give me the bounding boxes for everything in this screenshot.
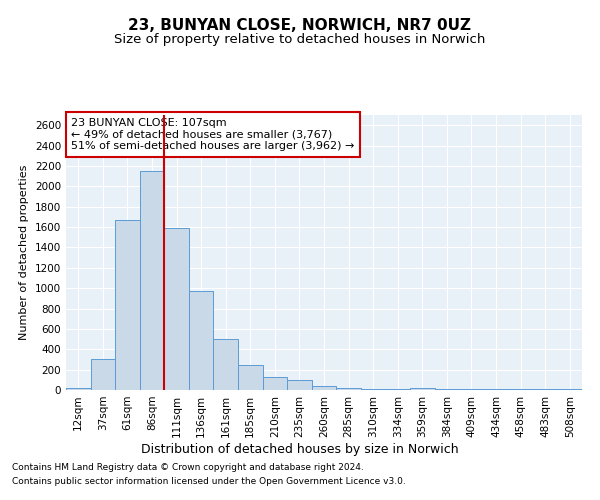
Bar xyxy=(410,388,434,390)
Bar xyxy=(164,228,189,390)
Text: Contains HM Land Registry data © Crown copyright and database right 2024.: Contains HM Land Registry data © Crown c… xyxy=(12,464,364,472)
Text: 23 BUNYAN CLOSE: 107sqm
← 49% of detached houses are smaller (3,767)
51% of semi: 23 BUNYAN CLOSE: 107sqm ← 49% of detache… xyxy=(71,118,355,151)
Bar xyxy=(361,389,385,390)
Bar xyxy=(66,388,91,390)
Bar xyxy=(238,365,263,390)
Text: 23, BUNYAN CLOSE, NORWICH, NR7 0UZ: 23, BUNYAN CLOSE, NORWICH, NR7 0UZ xyxy=(128,18,472,32)
Bar xyxy=(91,360,115,390)
Bar xyxy=(140,171,164,390)
Text: Size of property relative to detached houses in Norwich: Size of property relative to detached ho… xyxy=(115,32,485,46)
Bar xyxy=(263,378,287,390)
Bar xyxy=(115,220,140,390)
Bar xyxy=(214,339,238,390)
Bar xyxy=(459,389,484,390)
Bar xyxy=(312,386,336,390)
Bar xyxy=(189,291,214,390)
Y-axis label: Number of detached properties: Number of detached properties xyxy=(19,165,29,340)
Text: Distribution of detached houses by size in Norwich: Distribution of detached houses by size … xyxy=(141,442,459,456)
Bar xyxy=(287,380,312,390)
Text: Contains public sector information licensed under the Open Government Licence v3: Contains public sector information licen… xyxy=(12,477,406,486)
Bar xyxy=(336,388,361,390)
